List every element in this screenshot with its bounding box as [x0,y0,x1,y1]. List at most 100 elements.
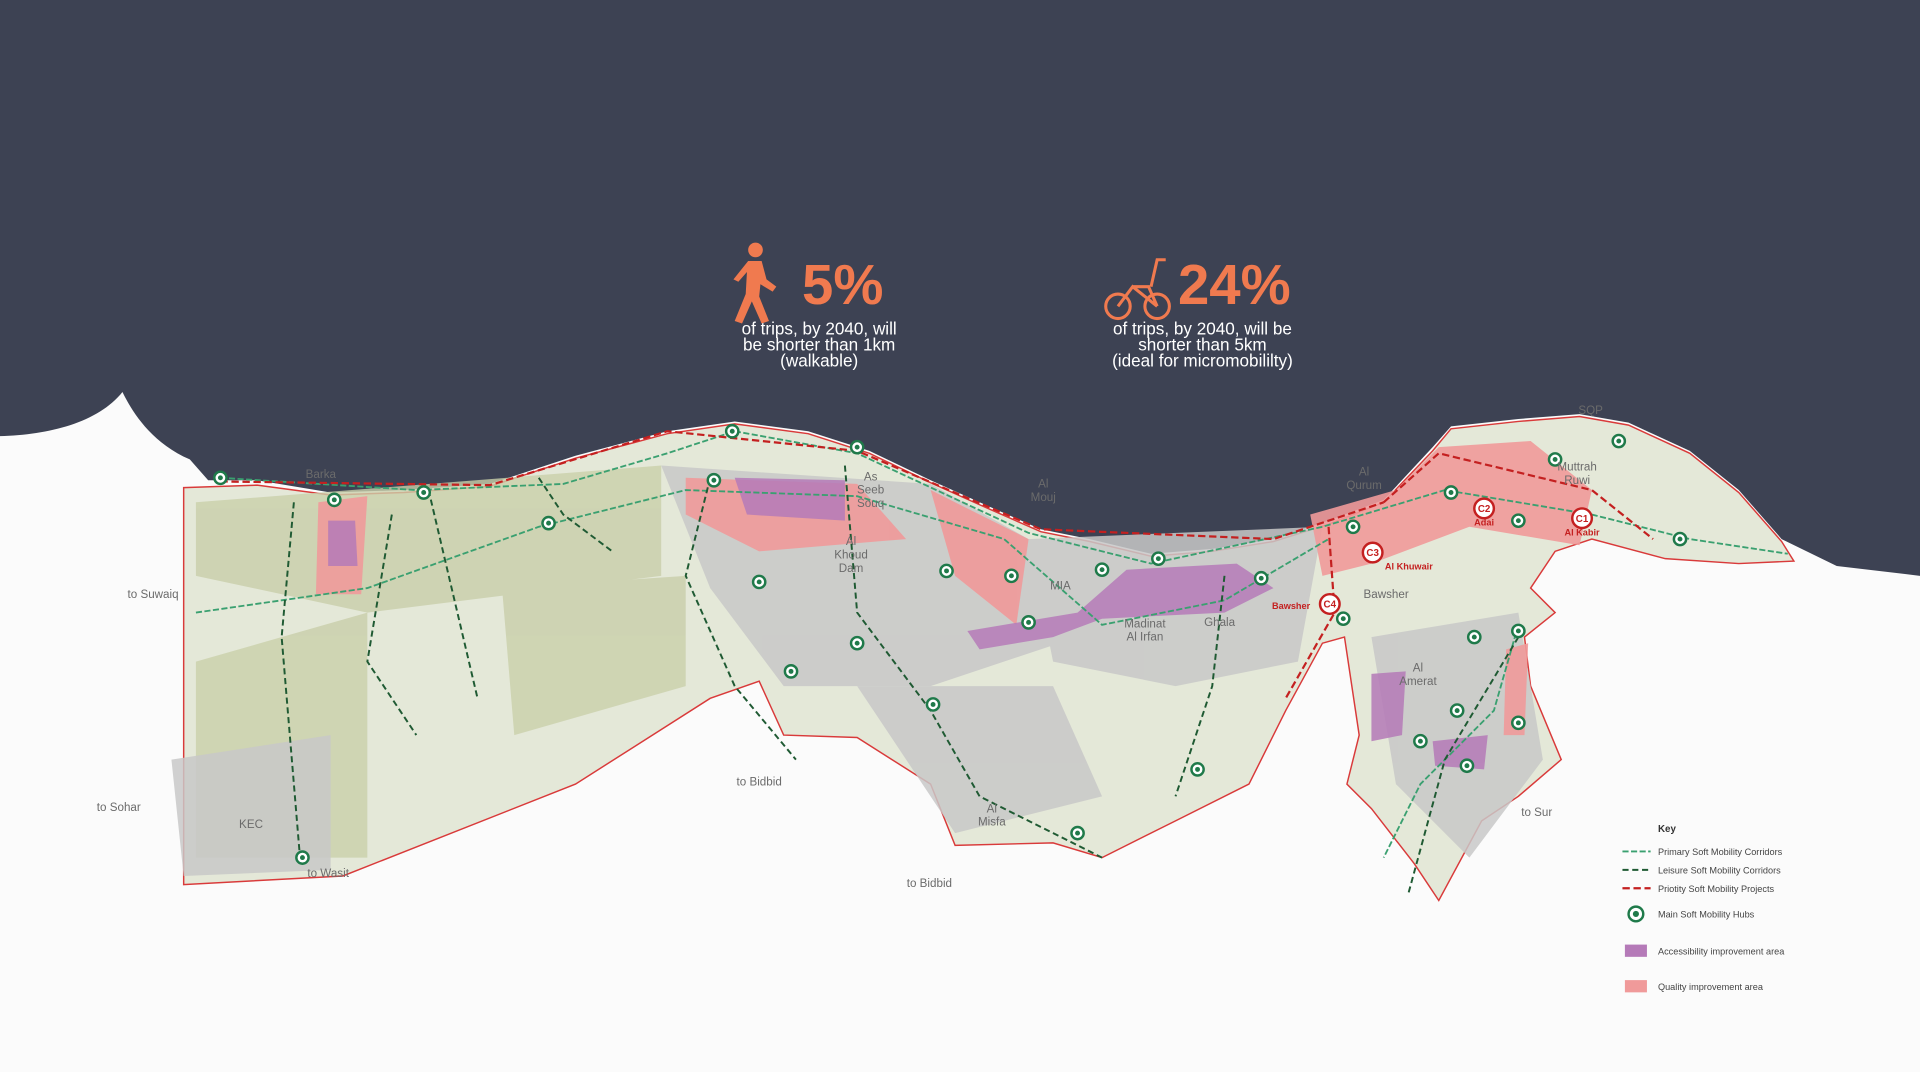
sea [0,0,1920,576]
project-name: Bawsher [1272,601,1311,611]
place-label: Mouj [1031,491,1056,504]
project-code: C1 [1576,514,1589,525]
hub-core [1026,619,1032,625]
hub-core [1515,628,1521,634]
hub-core [546,520,552,526]
hub-core [1075,830,1080,836]
project-marker [1318,592,1341,616]
place-label: to Suwaiq [128,588,179,601]
project-code: C2 [1478,504,1491,515]
legend-swatch [1632,910,1639,918]
hub-core [1350,524,1356,530]
place-label: Al Irfan [1126,631,1163,644]
hub-core [217,475,223,481]
hub-core [944,568,949,574]
place-label: Ghala [1204,616,1236,629]
stat-caption: of trips, by 2040, will [742,318,897,338]
hub-core [1677,536,1683,542]
project-marker [1361,541,1384,564]
place-label: Khoud [834,549,868,562]
legend-title: Key [1658,824,1676,835]
stat-caption: (walkable) [780,350,858,370]
hub-core [1099,567,1105,573]
project-name: Al Khuwair [1385,562,1433,572]
place-label: Al [1413,661,1423,674]
stat-caption: (ideal for micromobililty) [1112,350,1293,370]
legend-label: Priotity Soft Mobility Projects [1658,884,1775,894]
place-label: SQP [1578,404,1603,417]
hub-core [1008,573,1014,579]
project-name: Adai [1474,518,1494,528]
hubs [213,423,1688,865]
place-label: Al [1359,465,1369,478]
hub-core [930,702,936,707]
bike-icon [1104,258,1171,321]
hub-core [1454,708,1460,714]
hub-core [300,855,305,861]
place-label: Madinat [1124,617,1166,630]
legend-label: Leisure Soft Mobility Corridors [1658,866,1781,876]
accessibility-areas [328,477,1488,770]
place-label: Ruwi [1564,474,1590,487]
legend-label: Primary Soft Mobility Corridors [1658,847,1783,857]
hub-core [711,477,717,483]
stat-caption: shorter than 5km [1138,334,1266,354]
project-marker [1571,507,1594,530]
hub-core [788,668,794,674]
place-label: to Sur [1521,806,1552,819]
legend-label: Main Soft Mobility Hubs [1658,910,1755,920]
hub-core [729,428,735,434]
place-label: KEC [239,818,263,831]
place-label: Souq [857,497,884,510]
place-label: Barka [306,468,337,481]
place-label: As [864,470,878,483]
walk-icon [733,242,777,324]
place-label: Dam [839,562,864,575]
hub-core [1417,738,1423,744]
place-label: Seeb [857,484,884,497]
project-code: C3 [1366,548,1379,559]
place-label: to Bidbid [737,775,782,788]
hub-core [1195,766,1200,772]
hub-core [1552,456,1558,462]
stat-value: 5% [802,253,883,316]
hub-core [1464,763,1470,769]
hub-core [1515,720,1521,726]
place-label: Qurum [1346,479,1382,492]
stat-caption: be shorter than 1km [743,334,895,354]
hub-core [1471,634,1477,640]
legend-swatch [1624,944,1647,957]
hub-core [1448,490,1454,495]
place-label: Amerat [1399,675,1437,688]
legend-label: Accessibility improvement area [1658,946,1785,956]
place-label: Misfa [978,816,1006,829]
project-marker [1473,497,1496,520]
hub-core [854,640,860,646]
place-label: Al [987,802,997,815]
stat-value: 24% [1178,253,1291,316]
project-name: Al Kabir [1564,527,1600,537]
place-label: Bawsher [1364,588,1409,601]
hub-core [1340,616,1346,622]
hub-core [1155,556,1161,562]
place-label: Al [1038,478,1048,491]
project-code: C4 [1324,600,1337,611]
place-label: Muttrah [1557,460,1596,473]
legend-label: Quality improvement area [1658,982,1764,992]
hub-core [1258,575,1264,581]
place-label: Al [846,535,856,548]
hub-core [854,444,860,450]
hub-core [421,490,427,495]
hub-core [756,579,762,585]
place-label: MIA [1050,579,1071,592]
hub-core [1616,438,1622,444]
place-label: to Bidbid [907,877,952,890]
legend-swatch [1624,980,1647,993]
hub-core [331,497,337,503]
place-label: to Wasit [307,867,349,880]
hub-core [1515,518,1521,524]
stat-caption: of trips, by 2040, will be [1113,318,1292,338]
